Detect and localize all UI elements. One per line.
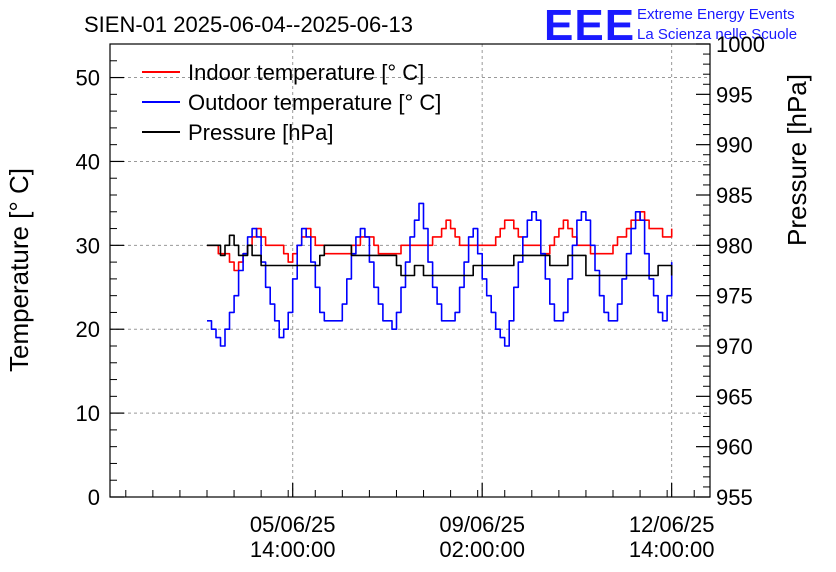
y2-tick-label-970: 970 — [716, 334, 753, 359]
axes — [109, 43, 711, 498]
legend-label-pressure: Pressure [hPa] — [188, 120, 334, 145]
y-tick-label-50: 50 — [76, 66, 100, 91]
y-tick-label-20: 20 — [76, 317, 100, 342]
eee-logo: EEE Extreme Energy Events La Scienza nel… — [544, 1, 797, 50]
y2-tick-label-985: 985 — [716, 183, 753, 208]
eee-logo-line2: La Scienza nelle Scuole — [637, 26, 797, 43]
y2-tick-label-955: 955 — [716, 485, 753, 510]
x-tick-label-time-2: 14:00:00 — [629, 537, 715, 562]
eee-logo-mark: EEE — [544, 1, 635, 50]
y-axis-title: Temperature [° C] — [4, 168, 34, 372]
legend-label-indoor: Indoor temperature [° C] — [188, 60, 424, 85]
x-tick-label-date-0: 05/06/25 — [250, 512, 336, 537]
y2-tick-label-960: 960 — [716, 435, 753, 460]
x-tick-label-time-0: 14:00:00 — [250, 537, 336, 562]
x-tick-label-date-2: 12/06/25 — [629, 512, 715, 537]
y2-tick-label-965: 965 — [716, 384, 753, 409]
y-tick-label-10: 10 — [76, 401, 100, 426]
y2-tick-label-990: 990 — [716, 133, 753, 158]
plot-frame — [109, 43, 711, 498]
y2-tick-label-1000: 1000 — [716, 32, 765, 57]
series-pressure — [207, 234, 673, 277]
legend: Indoor temperature [° C] Outdoor tempera… — [142, 60, 441, 145]
chart-title: SIEN-01 2025-06-04--2025-06-13 — [84, 12, 413, 37]
series-layer — [207, 202, 673, 347]
y-tick-label-30: 30 — [76, 233, 100, 258]
y-tick-label-40: 40 — [76, 149, 100, 174]
eee-logo-line1: Extreme Energy Events — [637, 6, 795, 23]
y2-axis-title: Pressure [hPa] — [782, 74, 812, 246]
legend-label-outdoor: Outdoor temperature [° C] — [188, 90, 441, 115]
series-indoor-temperature — [207, 211, 673, 272]
x-tick-label-time-1: 02:00:00 — [439, 537, 525, 562]
x-tick-label-date-1: 09/06/25 — [439, 512, 525, 537]
tick-labels: 0 10 20 30 40 50 955 960 965 970 975 980 985 990 995 10… — [76, 32, 765, 562]
y-tick-label-0: 0 — [88, 485, 100, 510]
y2-tick-label-980: 980 — [716, 233, 753, 258]
series-outdoor-temperature — [207, 202, 673, 347]
y2-tick-label-975: 975 — [716, 284, 753, 309]
y2-tick-label-995: 995 — [716, 82, 753, 107]
tick-marks — [110, 43, 710, 498]
